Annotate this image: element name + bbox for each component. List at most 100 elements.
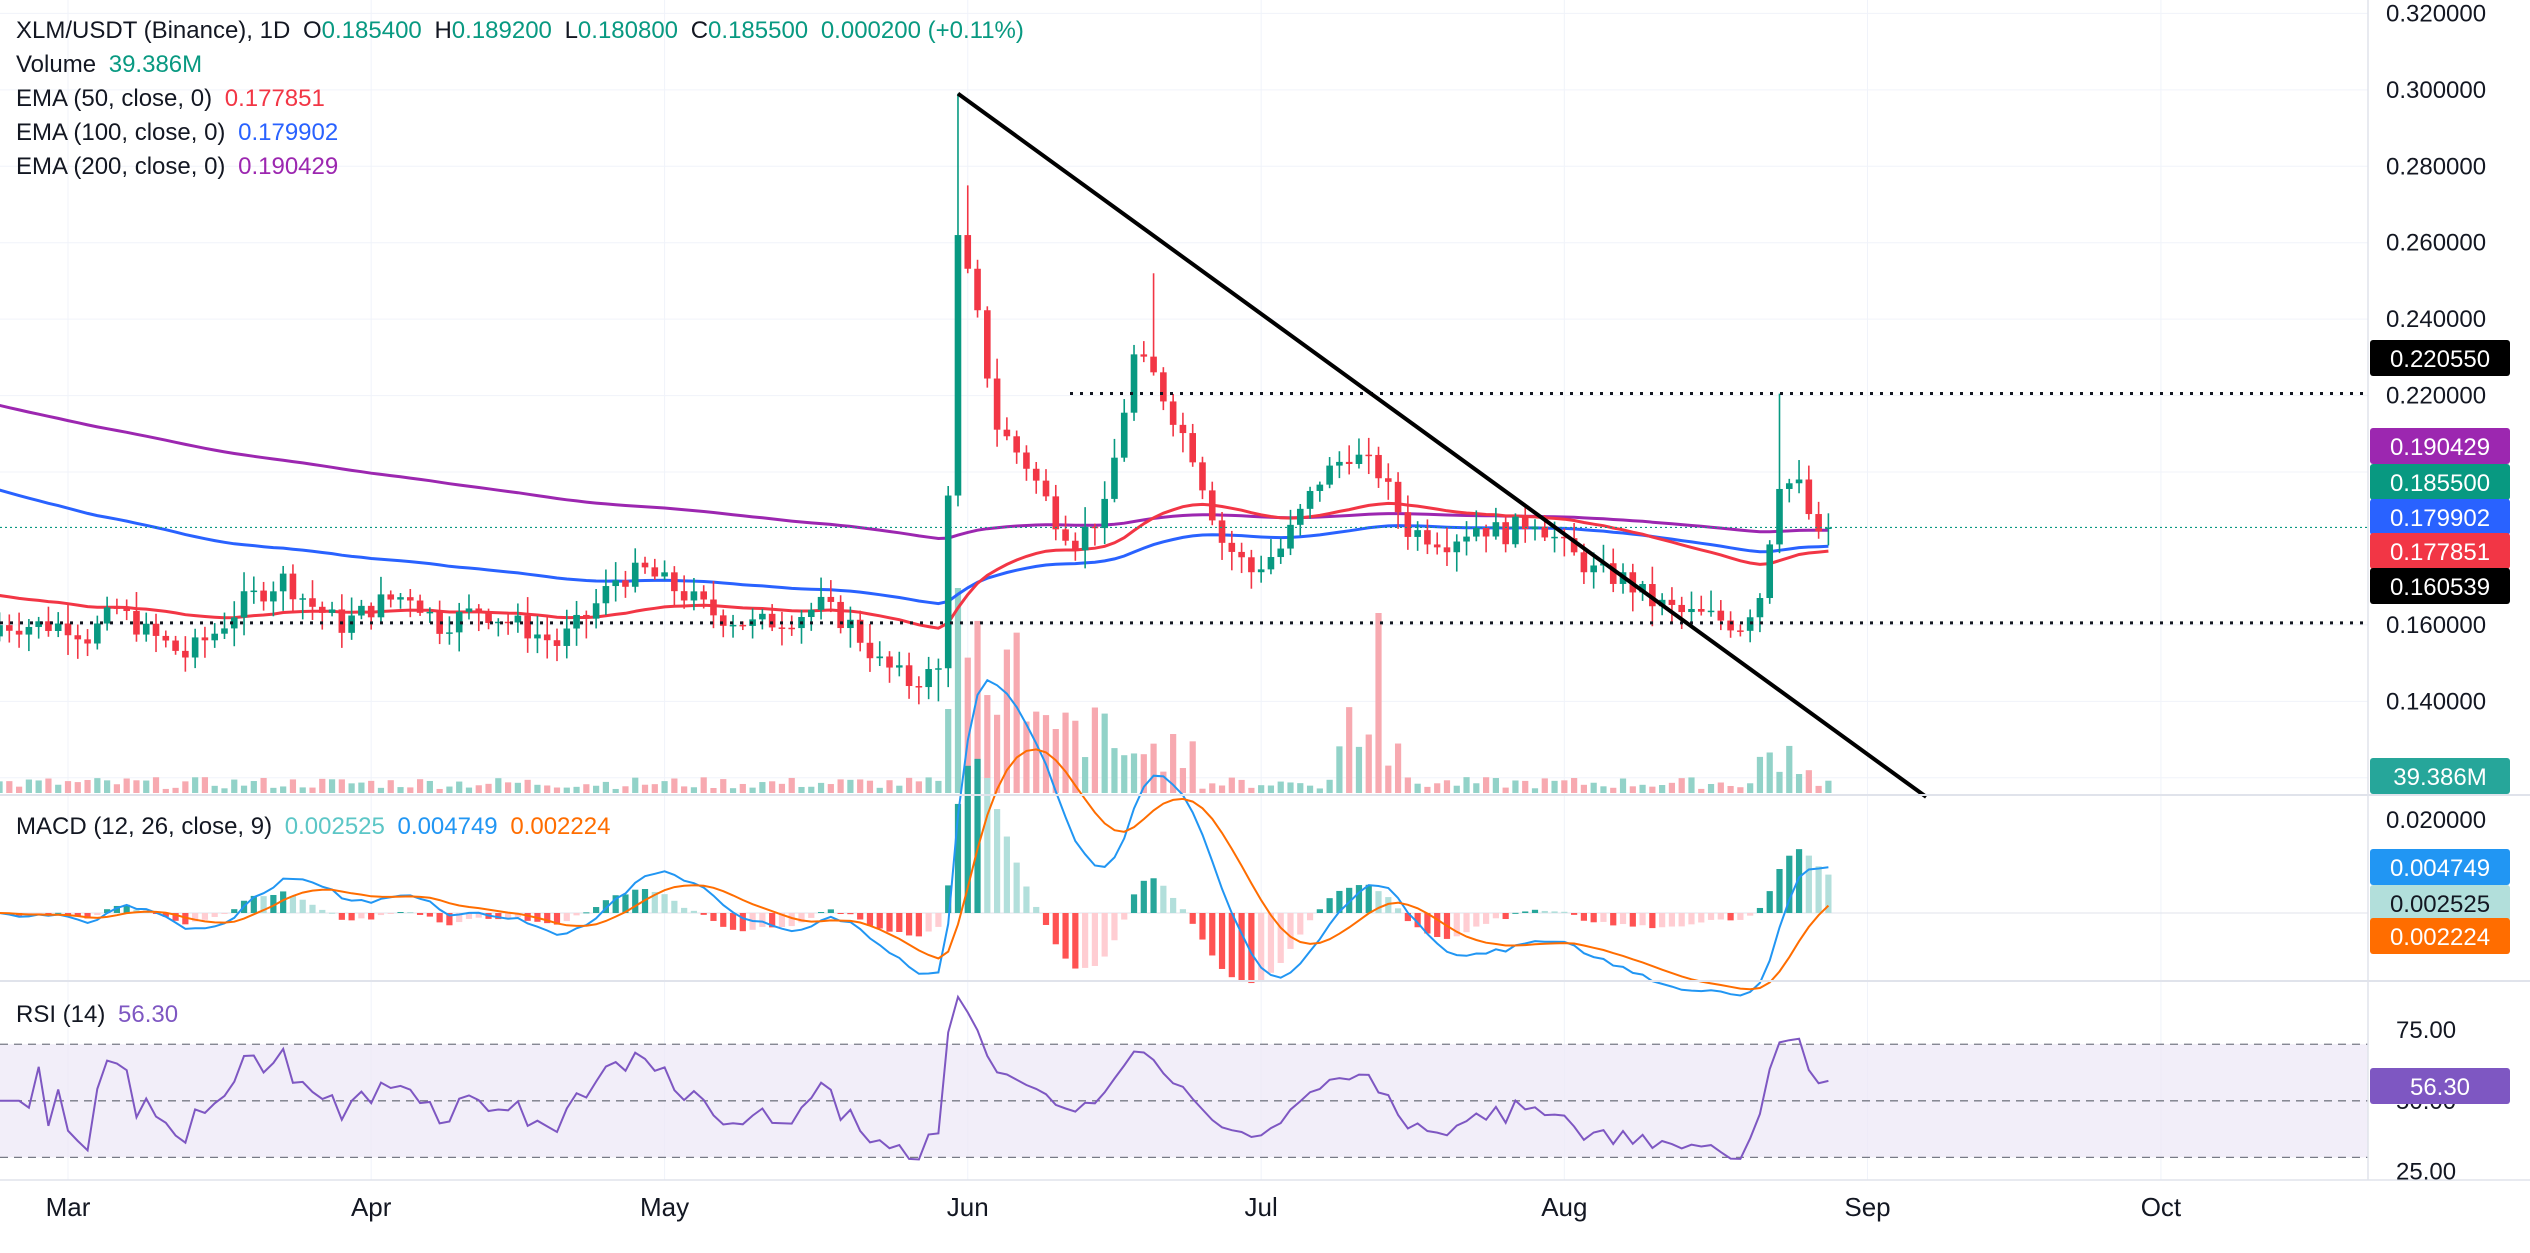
volume-bar	[573, 786, 580, 793]
macd-histogram-bar	[55, 912, 62, 914]
macd-histogram-bar	[622, 894, 629, 913]
candle-body	[612, 580, 619, 587]
volume-bar	[25, 779, 32, 793]
candle-body	[1365, 454, 1373, 457]
candle-body	[827, 596, 835, 602]
volume-bar	[1551, 780, 1558, 793]
macd-histogram-bar	[1336, 890, 1343, 913]
volume-bar	[1619, 778, 1627, 793]
volume-bar	[837, 779, 844, 793]
candle-body	[719, 615, 727, 626]
volume-bar	[1688, 777, 1695, 793]
open-label: O	[302, 17, 322, 44]
macd-histogram-bar	[866, 913, 874, 926]
macd-histogram-bar	[1678, 913, 1685, 927]
ema100-price-tag-bg	[2370, 499, 2510, 535]
candle-body	[1492, 522, 1500, 537]
macd-histogram-bar	[211, 913, 218, 917]
volume-bar	[1795, 774, 1803, 793]
candle-body	[1042, 480, 1050, 497]
candle-body	[15, 630, 23, 635]
price-tick-label: 0.300000	[2386, 77, 2486, 104]
volume-bar	[1189, 741, 1196, 793]
volume-bar	[1101, 713, 1108, 793]
candle-body	[817, 596, 825, 610]
volume-bar	[632, 777, 639, 793]
volume-bar	[260, 777, 267, 793]
macd-histogram-bar	[338, 913, 345, 920]
candle-body	[103, 607, 111, 624]
volume-bar	[426, 780, 433, 793]
macd-histogram-bar	[1541, 910, 1548, 913]
volume-bar	[759, 782, 766, 793]
macd-histogram-bar	[1522, 911, 1529, 913]
macd-histogram-bar	[661, 894, 668, 913]
macd-histogram-bar	[1707, 913, 1715, 920]
volume-bar	[788, 777, 795, 793]
macd-histogram-bar	[544, 913, 551, 924]
volume-bar	[1443, 780, 1451, 793]
macd-histogram-bar	[905, 913, 913, 936]
macd-histogram-bar	[1502, 913, 1509, 920]
macd-histogram-bar	[1101, 913, 1108, 957]
macd-line	[0, 678, 1829, 997]
candle-body	[211, 633, 218, 641]
macd-histogram-bar	[1561, 911, 1568, 913]
candle-body	[631, 562, 639, 587]
rsi-label: RSI (14)	[16, 1001, 106, 1028]
volume-bar	[84, 779, 91, 793]
macd-histogram-bar	[299, 899, 306, 913]
macd-histogram-bar	[769, 913, 776, 928]
candle-body	[856, 619, 864, 643]
macd-histogram-bar	[1727, 913, 1734, 921]
candle-body	[182, 650, 189, 658]
macd-histogram-bar	[505, 913, 512, 920]
macd-histogram-bar	[925, 913, 932, 932]
macd-histogram-bar	[260, 896, 267, 913]
volume-bar	[729, 788, 737, 793]
macd-histogram-bar	[1326, 898, 1333, 913]
candle-body	[35, 621, 42, 627]
candle-body	[1785, 483, 1793, 489]
trendline	[956, 92, 1928, 799]
macd-histogram-bar	[857, 913, 864, 920]
macd-histogram-bar	[739, 913, 746, 932]
volume-bar	[641, 784, 649, 793]
macd-histogram-bar	[671, 900, 678, 913]
resistance-price-tag-text: 0.220550	[2390, 346, 2490, 373]
macd-histogram-bar	[1160, 885, 1167, 913]
candle-body	[1296, 508, 1304, 525]
volume-bar	[1082, 757, 1089, 793]
volume-bar	[886, 780, 893, 793]
candle-body	[1199, 462, 1206, 491]
high-label: H	[434, 17, 452, 44]
candle-body	[651, 567, 659, 577]
candle-body	[1512, 516, 1519, 545]
macd-histogram-bar	[319, 909, 326, 913]
volume-bar	[1170, 734, 1177, 793]
volume-bar	[690, 787, 698, 793]
candle-body	[729, 624, 737, 627]
candle-body	[367, 605, 375, 618]
ema50-label: EMA (50, close, 0)	[16, 85, 213, 112]
candle-body	[309, 598, 316, 607]
down-trendline	[956, 92, 1928, 799]
candle-body	[260, 590, 267, 602]
candle-body	[954, 235, 962, 496]
candle-body	[1795, 479, 1803, 484]
candle-body	[1678, 604, 1685, 613]
volume-bar	[1013, 632, 1020, 793]
macd-histogram-bar	[1610, 913, 1617, 926]
macd-histogram-bar	[1130, 894, 1138, 913]
month-label: Jul	[1245, 1192, 1278, 1222]
candle-body	[788, 627, 796, 630]
macd-histogram-bar	[935, 913, 942, 927]
volume-bar	[583, 784, 590, 793]
candle-body	[1150, 356, 1157, 373]
volume-bar	[1267, 785, 1275, 793]
candlesticks	[0, 93, 1832, 705]
macd-histogram-bar	[1737, 913, 1744, 920]
macd-histogram-bar	[1551, 911, 1558, 913]
macd-histogram-bar	[113, 905, 120, 913]
macd-label: MACD (12, 26, close, 9)	[16, 813, 273, 840]
